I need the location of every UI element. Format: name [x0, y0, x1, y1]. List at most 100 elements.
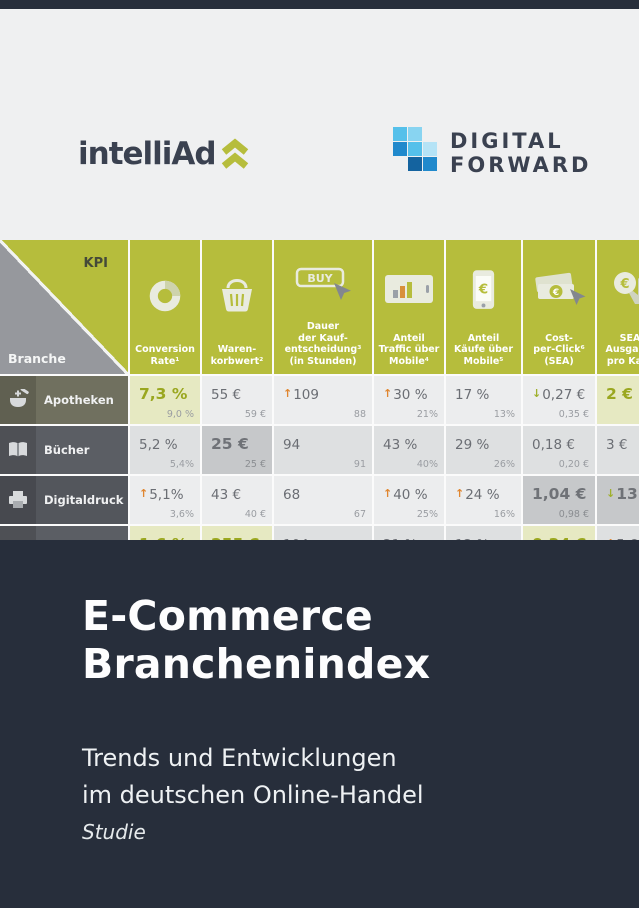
cell-value-group: 3 €	[606, 437, 627, 453]
cell-value-group: ↑30 %	[383, 387, 428, 403]
cell-value: 55 €	[211, 387, 242, 403]
cell-value-group: ↑109	[283, 387, 319, 403]
donut-chart-icon	[144, 248, 186, 344]
column-header: Waren- korbwert²	[202, 240, 272, 374]
cell-value: 24 %	[465, 487, 500, 503]
data-cell: 29 % 26%	[446, 426, 521, 474]
data-cell: ↓13 €	[597, 476, 639, 524]
cell-value-group: 94	[283, 437, 300, 453]
cell-subvalue: 0,20 €	[558, 459, 589, 470]
data-cell: 43 €40 €	[202, 476, 272, 524]
trend-arrow: ↑	[383, 487, 393, 500]
trend-arrow: ↑	[455, 487, 465, 500]
cell-value-group: ↑5,1%	[139, 487, 184, 503]
cell-value: 40 %	[393, 487, 428, 503]
branch-label: Bücher	[44, 443, 90, 457]
intelliad-logo-text: intelliAd	[78, 136, 217, 172]
column-header: Anteil Traffic über Mobile⁴	[374, 240, 444, 374]
cell-value: 7,3 %	[139, 385, 188, 403]
shopping-basket-icon	[214, 248, 260, 344]
digital-forward-line2: FORWARD	[450, 152, 592, 177]
branch-label: Digitaldruck	[44, 493, 124, 507]
branch-cell: Bücher	[0, 426, 128, 474]
cell-value-group: ↑24 %	[455, 487, 500, 503]
intelliad-logo: intelliAd	[78, 136, 249, 172]
cell-subvalue: 26%	[493, 459, 515, 470]
column-header: € Cost- per-Click⁶ (SEA)	[523, 240, 595, 374]
report-subtitle: Trends und Entwicklungen im deutschen On…	[82, 740, 599, 814]
cell-value-group: 7,3 %	[139, 385, 187, 403]
trend-arrow: ↓	[532, 387, 542, 400]
data-cell: ↑24 % 16%	[446, 476, 521, 524]
cell-value-group: 25 €	[211, 435, 249, 453]
digital-forward-text: DIGITAL FORWARD	[450, 129, 591, 177]
column-header: € Anteil Käufe über Mobile⁵	[446, 240, 521, 374]
cell-subvalue: 0,35 €	[558, 409, 589, 420]
data-cell: 68 67	[274, 476, 372, 524]
cell-value-group: ↓13 €	[606, 485, 639, 503]
cell-value: 13 €	[616, 485, 639, 503]
cell-value: 2 €	[606, 385, 633, 403]
cell-value: 43 %	[383, 437, 418, 453]
column-label: Conversion Rate¹	[135, 344, 195, 367]
data-cell: 43 % 40%	[374, 426, 444, 474]
data-cell: 2 €	[597, 376, 639, 424]
cell-value: 29 %	[455, 437, 490, 453]
cell-subvalue: 40%	[416, 459, 438, 470]
sea-click-icon: €	[609, 248, 639, 333]
data-cell: 3 €	[597, 426, 639, 474]
cell-value: 3 €	[606, 437, 628, 453]
cpc-money-icon: €	[532, 248, 586, 333]
cell-value-group: 43 %	[383, 437, 417, 453]
cell-value: 0,18 €	[532, 437, 575, 453]
branch-label: Apotheken	[44, 393, 114, 407]
cell-value-group: 1,04 €	[532, 485, 586, 503]
digital-forward-logo: DIGITAL FORWARD	[393, 127, 591, 178]
column-header: BUY Dauer der Kauf- entscheidung³ (in Stu…	[274, 240, 372, 374]
cell-subvalue: 40 €	[244, 509, 266, 520]
cell-value-group: ↓0,27 €	[532, 387, 585, 403]
digital-forward-line1: DIGITAL	[450, 128, 564, 153]
double-chevron-up-icon	[221, 138, 249, 170]
cell-value: 109	[293, 387, 319, 403]
cell-value: 43 €	[211, 487, 242, 503]
data-cell: 0,18 € 0,20 €	[523, 426, 595, 474]
column-header: Conversion Rate¹	[130, 240, 200, 374]
column-label: Cost- per-Click⁶ (SEA)	[533, 332, 585, 367]
kpi-axis-label: KPI	[83, 256, 108, 271]
cell-value-group: 55 €	[211, 387, 241, 403]
branch-cell: Apotheken	[0, 376, 128, 424]
buy-button-icon: BUY	[294, 248, 352, 321]
trend-arrow: ↑	[283, 387, 293, 400]
data-cell: 94 91	[274, 426, 372, 474]
branch-cell: Digitaldruck	[0, 476, 128, 524]
cell-value-group: 2 €	[606, 385, 633, 403]
cell-value-group: 5,2 %	[139, 437, 178, 453]
kpi-corner-cell: KPI Branche	[0, 240, 128, 374]
column-label: SEA- Ausgaben pro Kauf⁷	[605, 332, 639, 367]
cell-value-group: 43 €	[211, 487, 241, 503]
cell-value-group: ↑40 %	[383, 487, 428, 503]
kpi-table: KPI Branche Conversion Rate¹ Waren- korbwer…	[0, 240, 639, 574]
data-cell: 25 € 25 €	[202, 426, 272, 474]
cell-value-group: 17 %	[455, 387, 489, 403]
svg-text:€: €	[619, 277, 629, 292]
top-accent-bar	[0, 0, 639, 9]
report-type-label: Studie	[82, 820, 146, 844]
svg-text:€: €	[478, 281, 488, 297]
column-header: € SEA- Ausgaben pro Kauf⁷	[597, 240, 639, 374]
cell-value: 25 €	[211, 435, 249, 453]
cell-subvalue: 91	[353, 459, 366, 470]
cell-value: 5,2 %	[139, 437, 178, 453]
data-cell: ↑5,1% 3,6%	[130, 476, 200, 524]
report-subtitle-line2: im deutschen Online-Handel	[82, 781, 424, 809]
report-title: E-Commerce Branchenindex	[82, 592, 599, 688]
cell-subvalue: 0,98 €	[558, 509, 589, 520]
trend-arrow: ↑	[139, 487, 149, 500]
cell-subvalue: 9,0 %	[166, 409, 194, 420]
cell-value: 0,27 €	[542, 387, 586, 403]
mobile-chart-icon	[383, 248, 435, 333]
cell-value: 5,1%	[149, 487, 184, 503]
cover-title-panel: E-Commerce Branchenindex Trends und Entw…	[0, 540, 639, 908]
